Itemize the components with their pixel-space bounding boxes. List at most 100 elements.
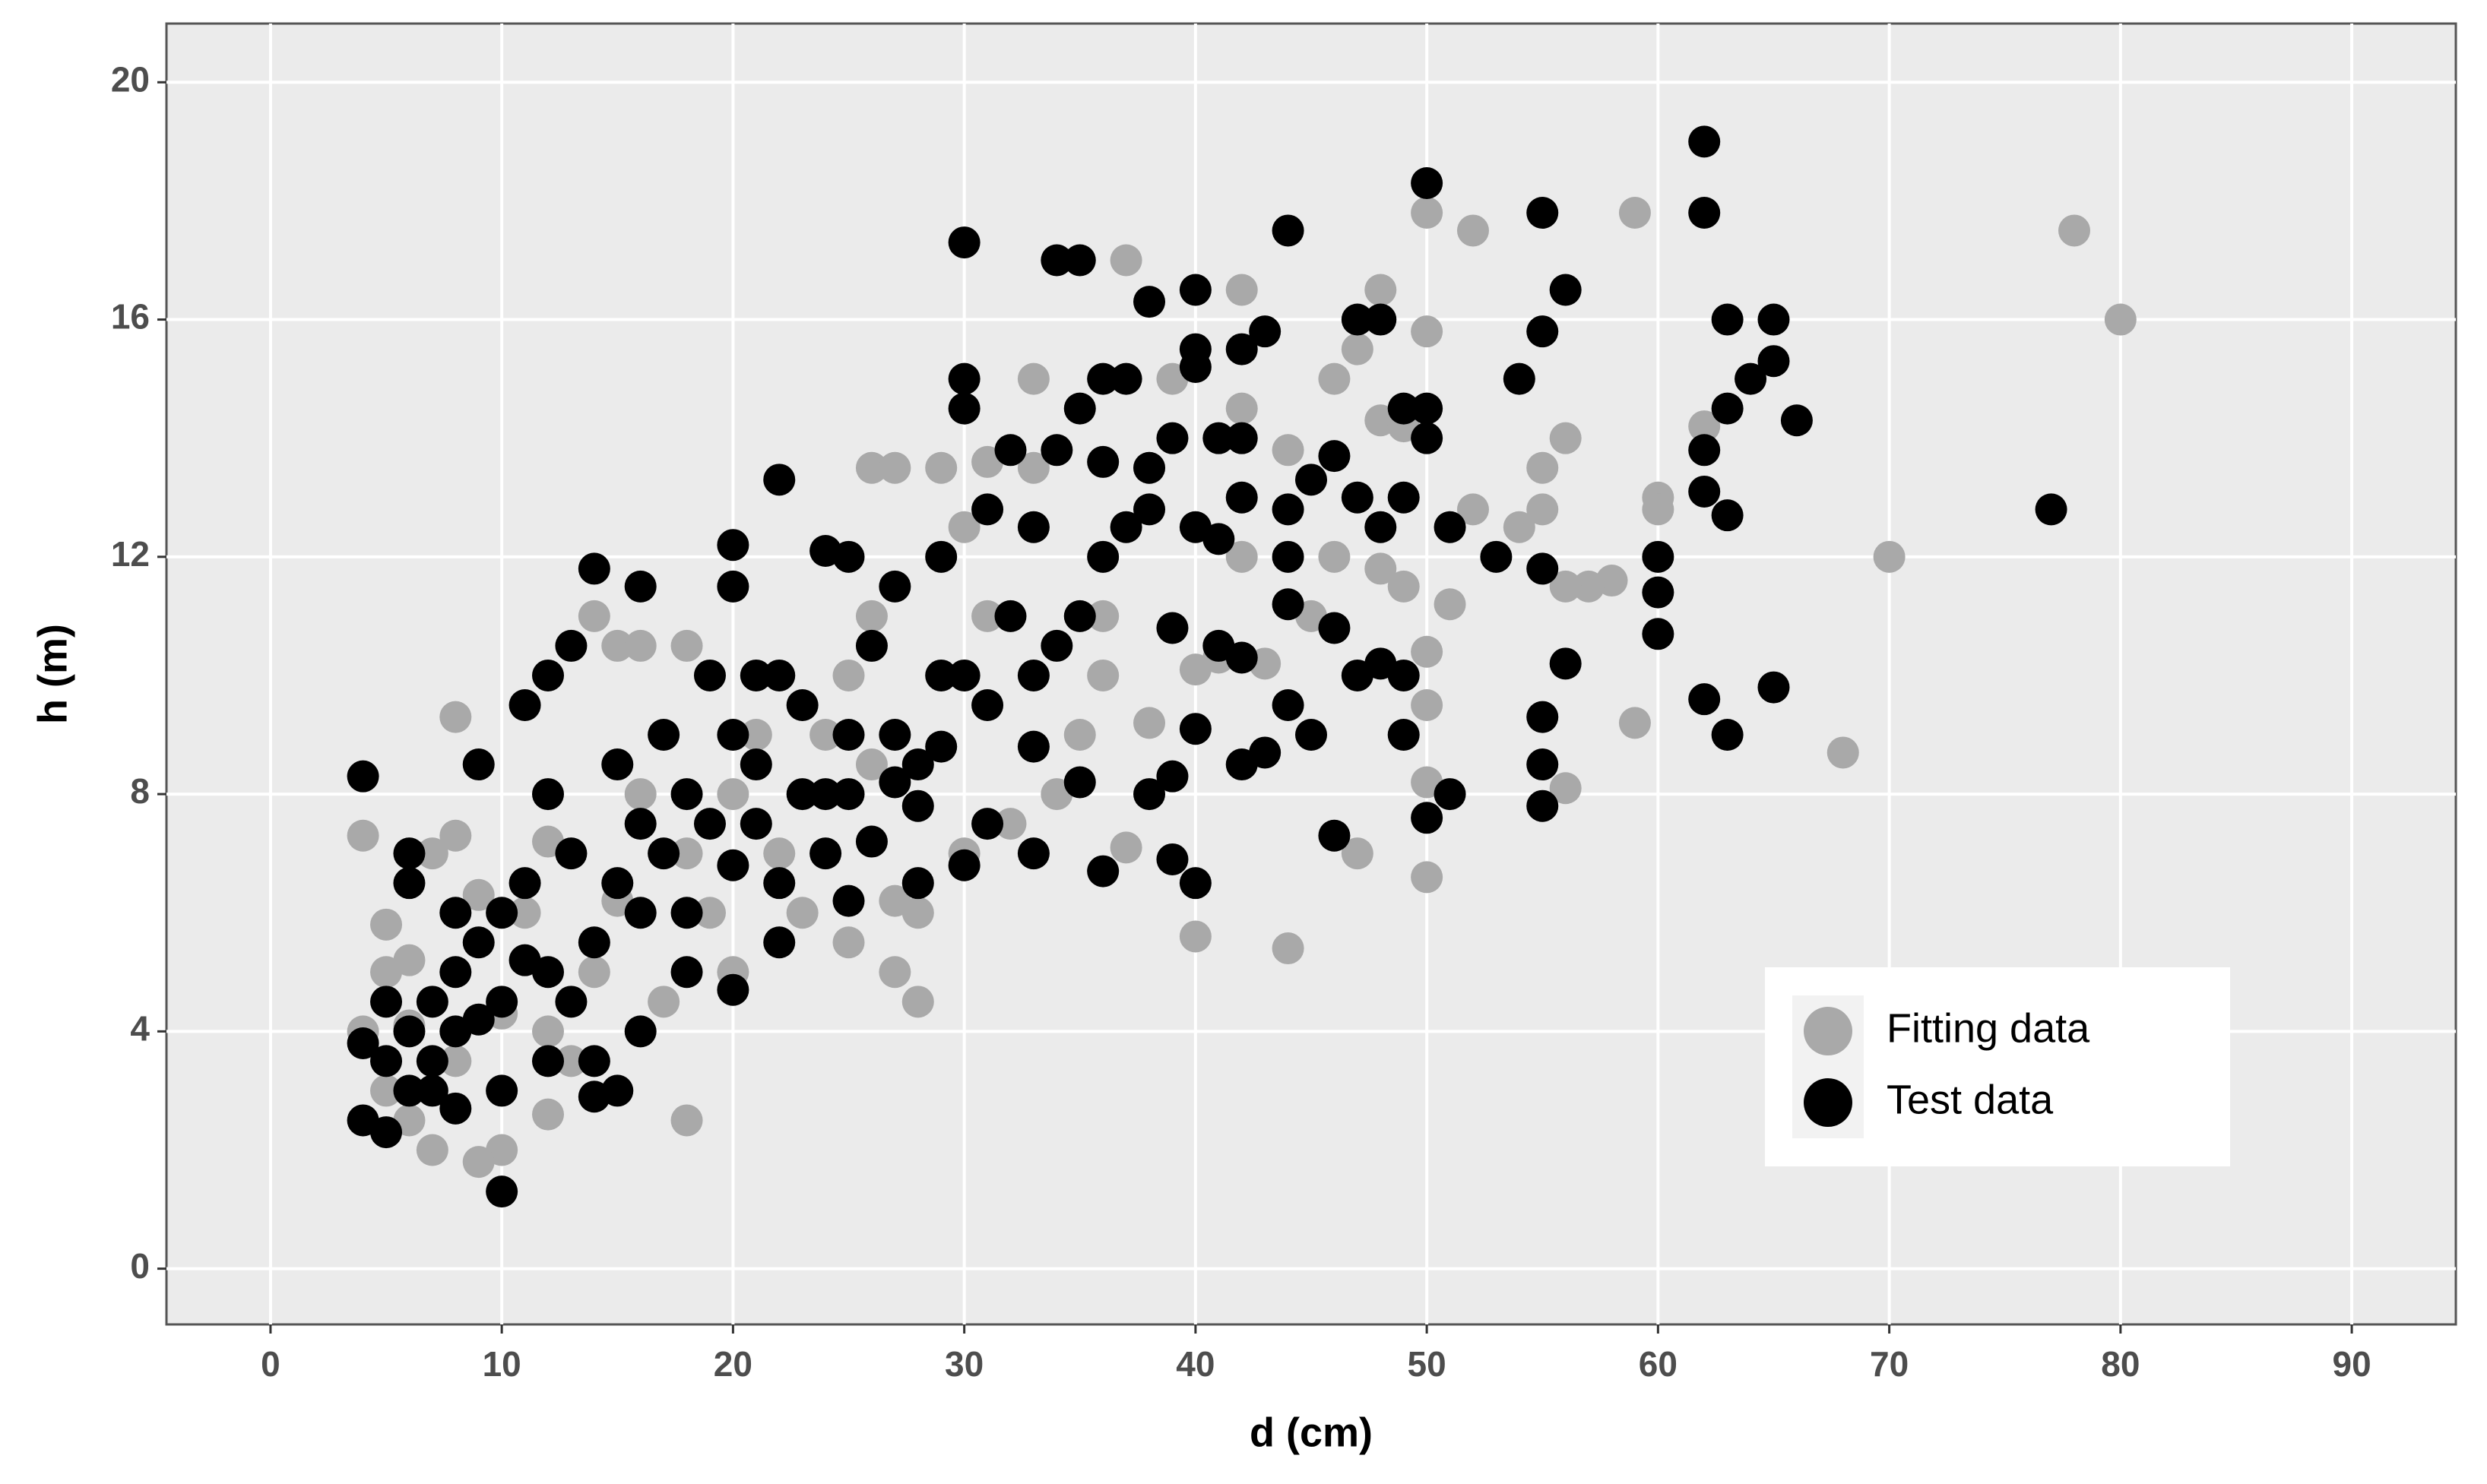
point xyxy=(786,778,819,811)
point xyxy=(370,908,403,941)
point xyxy=(486,1074,518,1107)
point xyxy=(1549,647,1582,680)
point xyxy=(1225,274,1258,306)
point xyxy=(1179,713,1212,745)
point xyxy=(1526,493,1559,526)
point xyxy=(1780,404,1813,437)
point xyxy=(1063,244,1096,277)
point xyxy=(370,1045,403,1077)
point xyxy=(1017,511,1050,543)
point xyxy=(2058,214,2090,247)
point xyxy=(1573,570,1605,603)
point xyxy=(1179,274,1212,306)
point xyxy=(1735,362,1767,395)
point xyxy=(1526,701,1559,733)
point xyxy=(670,837,703,870)
point xyxy=(763,659,796,691)
point xyxy=(1456,493,1489,526)
legend: Fitting data Test data xyxy=(1765,967,2230,1166)
point xyxy=(1642,540,1674,573)
point xyxy=(1364,303,1397,336)
point xyxy=(971,600,1004,632)
point xyxy=(1110,244,1142,277)
point xyxy=(855,451,888,484)
point xyxy=(1017,730,1050,763)
legend-key xyxy=(1804,1078,1852,1127)
point xyxy=(393,1015,426,1048)
point xyxy=(1826,736,1859,769)
point xyxy=(901,789,934,822)
point xyxy=(1434,588,1466,621)
point xyxy=(1272,588,1304,621)
point xyxy=(1087,659,1120,691)
point xyxy=(1272,540,1304,573)
point xyxy=(624,570,657,603)
point xyxy=(1387,719,1420,751)
point xyxy=(532,1015,564,1048)
point xyxy=(1156,843,1189,875)
point xyxy=(1503,511,1535,543)
point xyxy=(416,837,448,870)
point xyxy=(1110,831,1142,864)
points xyxy=(347,125,2137,1208)
point xyxy=(1341,837,1373,870)
point xyxy=(1341,333,1373,365)
point xyxy=(1411,688,1443,721)
point xyxy=(1133,707,1166,739)
point xyxy=(717,973,749,1006)
point xyxy=(1642,493,1674,526)
point xyxy=(1480,540,1513,573)
point xyxy=(1133,493,1166,526)
y-axis-title: h (m) xyxy=(30,624,75,724)
x-tick-label: 80 xyxy=(2101,1344,2140,1384)
point xyxy=(1618,707,1651,739)
x-tick-label: 0 xyxy=(261,1344,280,1384)
point xyxy=(1087,540,1120,573)
point xyxy=(1456,214,1489,247)
point xyxy=(416,986,448,1018)
point xyxy=(948,226,981,259)
point xyxy=(601,629,634,662)
point xyxy=(717,529,749,562)
legend-key xyxy=(1804,1007,1852,1055)
point xyxy=(1179,920,1212,953)
point xyxy=(1272,493,1304,526)
point xyxy=(1318,362,1351,395)
point xyxy=(1110,511,1142,543)
x-tick-label: 60 xyxy=(1639,1344,1678,1384)
point xyxy=(486,897,518,929)
point xyxy=(1318,540,1351,573)
point xyxy=(462,878,495,911)
point xyxy=(832,884,865,917)
point xyxy=(1156,422,1189,454)
point xyxy=(601,748,634,781)
point xyxy=(1387,481,1420,514)
x-tick-label: 50 xyxy=(1408,1344,1446,1384)
point xyxy=(1041,244,1073,277)
point xyxy=(508,867,541,900)
point xyxy=(1341,659,1373,691)
point xyxy=(1295,719,1327,751)
point xyxy=(1711,499,1744,532)
point xyxy=(879,451,911,484)
point xyxy=(1711,392,1744,425)
point xyxy=(1225,422,1258,454)
point xyxy=(879,956,911,989)
point xyxy=(925,451,958,484)
point xyxy=(1341,303,1373,336)
point xyxy=(393,944,426,976)
point xyxy=(416,1074,448,1107)
point xyxy=(439,1045,472,1077)
point xyxy=(439,1092,472,1125)
point xyxy=(948,362,981,395)
point xyxy=(416,1045,448,1077)
point xyxy=(832,659,865,691)
point xyxy=(578,1045,610,1077)
point xyxy=(670,897,703,929)
point xyxy=(1757,345,1790,378)
point xyxy=(1087,855,1120,888)
point xyxy=(1757,671,1790,704)
point xyxy=(347,760,379,793)
point xyxy=(1272,688,1304,721)
